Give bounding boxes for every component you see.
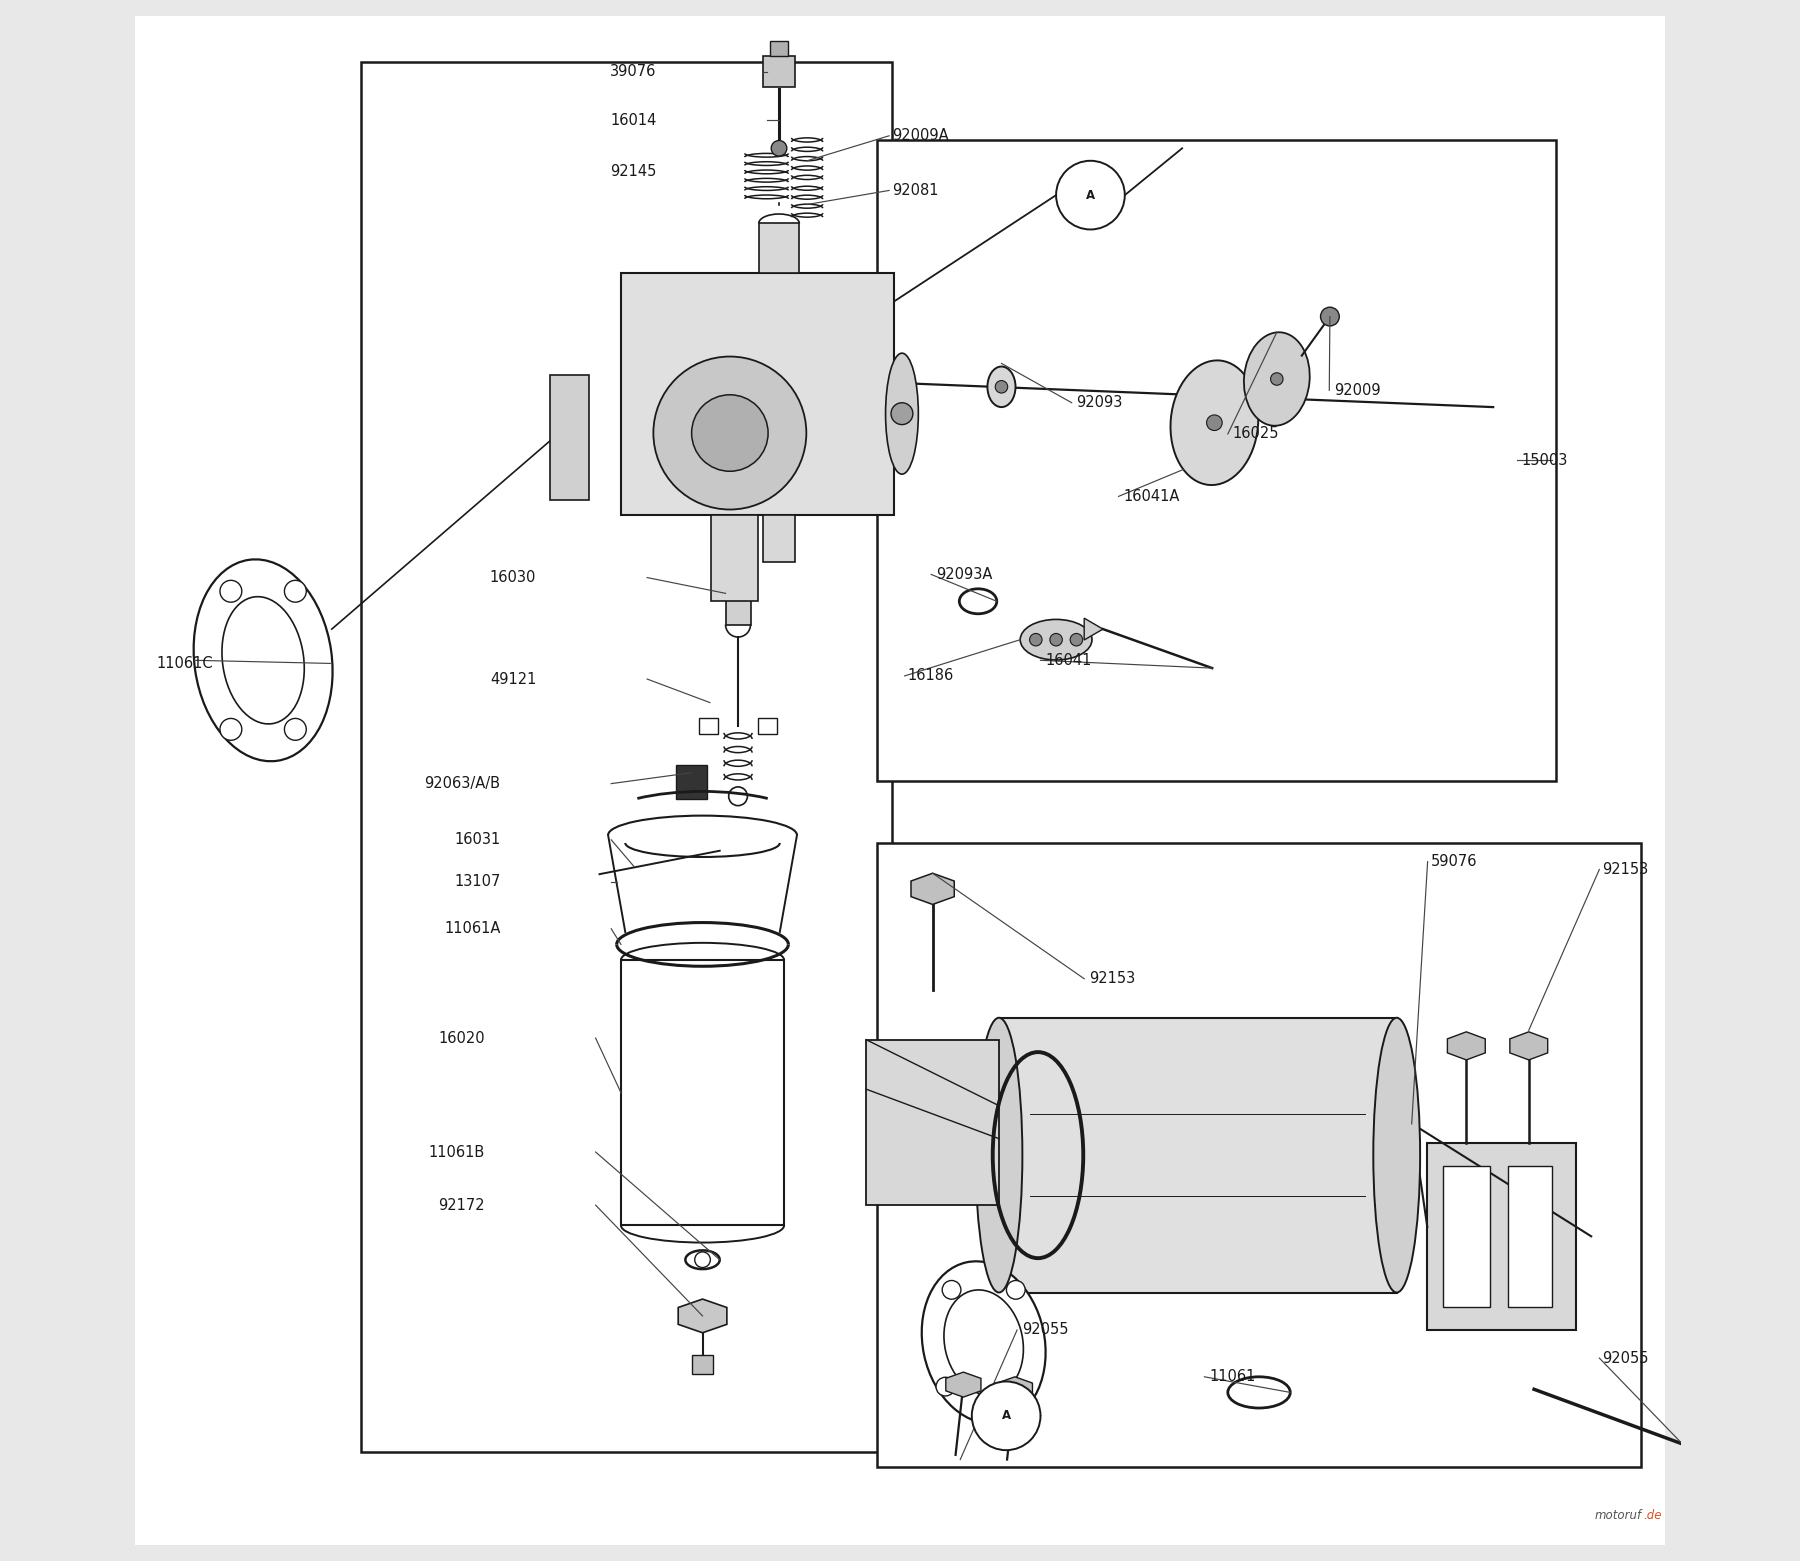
Circle shape <box>770 140 787 156</box>
Bar <box>760 223 799 273</box>
Text: 59076: 59076 <box>1431 854 1478 869</box>
Circle shape <box>691 395 769 471</box>
Polygon shape <box>1084 618 1103 640</box>
Ellipse shape <box>886 353 918 475</box>
Text: 16030: 16030 <box>490 570 536 585</box>
Ellipse shape <box>1244 332 1310 426</box>
Text: 11061C: 11061C <box>157 656 212 671</box>
Circle shape <box>284 718 306 740</box>
Text: 16014: 16014 <box>610 112 657 128</box>
Circle shape <box>972 1381 1040 1450</box>
Polygon shape <box>621 273 895 515</box>
Circle shape <box>1006 1280 1026 1299</box>
Bar <box>698 718 718 734</box>
Bar <box>691 1355 713 1374</box>
Polygon shape <box>997 1377 1033 1402</box>
Polygon shape <box>1447 1032 1485 1060</box>
Text: 39076: 39076 <box>610 64 657 80</box>
Polygon shape <box>1510 1032 1548 1060</box>
Text: 92093A: 92093A <box>936 567 992 582</box>
Bar <box>1427 1143 1575 1330</box>
Bar <box>551 376 589 501</box>
Ellipse shape <box>221 596 304 724</box>
Circle shape <box>1071 634 1082 646</box>
Ellipse shape <box>1228 1377 1291 1408</box>
Text: 92009: 92009 <box>1334 382 1381 398</box>
Ellipse shape <box>194 559 333 762</box>
Ellipse shape <box>1021 620 1093 660</box>
Text: 15003: 15003 <box>1521 453 1568 468</box>
Circle shape <box>220 718 241 740</box>
Text: motoruf: motoruf <box>1595 1509 1642 1522</box>
Text: 11061: 11061 <box>1210 1369 1255 1385</box>
Circle shape <box>1006 1386 1026 1405</box>
Text: 49121: 49121 <box>490 671 536 687</box>
Text: A: A <box>1001 1410 1012 1422</box>
Circle shape <box>1271 373 1283 386</box>
Bar <box>877 140 1555 781</box>
Text: 16186: 16186 <box>907 668 954 684</box>
Bar <box>1444 1166 1490 1307</box>
Bar <box>711 515 758 601</box>
Bar <box>758 718 778 734</box>
Text: 92145: 92145 <box>610 164 657 180</box>
Bar <box>621 960 785 1225</box>
Text: 16041A: 16041A <box>1123 489 1179 504</box>
Text: 16025: 16025 <box>1233 426 1280 442</box>
Circle shape <box>653 356 806 509</box>
Bar <box>866 1040 999 1205</box>
Circle shape <box>891 403 913 425</box>
Text: 16031: 16031 <box>454 832 500 848</box>
Circle shape <box>941 1280 961 1299</box>
Bar <box>1508 1166 1552 1307</box>
Ellipse shape <box>943 1289 1024 1396</box>
Circle shape <box>220 581 241 603</box>
Text: 13107: 13107 <box>454 874 500 890</box>
Text: 11061B: 11061B <box>428 1144 484 1160</box>
Bar <box>725 562 751 624</box>
Circle shape <box>1049 634 1062 646</box>
Bar <box>763 56 794 87</box>
Ellipse shape <box>976 1018 1022 1293</box>
Bar <box>763 515 794 562</box>
Bar <box>877 843 1642 1467</box>
Ellipse shape <box>1170 361 1258 485</box>
Ellipse shape <box>988 367 1015 407</box>
Ellipse shape <box>922 1261 1046 1424</box>
Polygon shape <box>945 1372 981 1397</box>
Text: 11061A: 11061A <box>445 921 500 937</box>
Text: 16041: 16041 <box>1046 652 1091 668</box>
Circle shape <box>1321 308 1339 326</box>
Circle shape <box>284 581 306 603</box>
Polygon shape <box>679 1299 727 1333</box>
Bar <box>999 1018 1397 1293</box>
Circle shape <box>1030 634 1042 646</box>
Text: 92009A: 92009A <box>893 128 949 144</box>
Bar <box>677 765 707 799</box>
Circle shape <box>1206 415 1222 431</box>
Text: 92153: 92153 <box>1602 862 1649 877</box>
Ellipse shape <box>1373 1018 1420 1293</box>
Text: 92093: 92093 <box>1076 395 1123 411</box>
Text: 92153: 92153 <box>1089 971 1136 987</box>
Text: 92172: 92172 <box>437 1197 484 1213</box>
Circle shape <box>1057 161 1125 229</box>
Text: .de: .de <box>1643 1509 1661 1522</box>
Polygon shape <box>911 873 954 904</box>
Circle shape <box>729 787 747 805</box>
Circle shape <box>995 381 1008 393</box>
Text: 92055: 92055 <box>1022 1322 1067 1338</box>
Text: A: A <box>1085 189 1094 201</box>
Text: 92081: 92081 <box>893 183 938 198</box>
Ellipse shape <box>959 588 997 613</box>
Bar <box>770 41 788 56</box>
Text: 92063/A/B: 92063/A/B <box>425 776 500 791</box>
Text: 92055: 92055 <box>1602 1350 1649 1366</box>
Circle shape <box>695 1252 711 1268</box>
Text: 16020: 16020 <box>437 1030 484 1046</box>
Bar <box>362 62 893 1452</box>
Circle shape <box>936 1377 954 1396</box>
